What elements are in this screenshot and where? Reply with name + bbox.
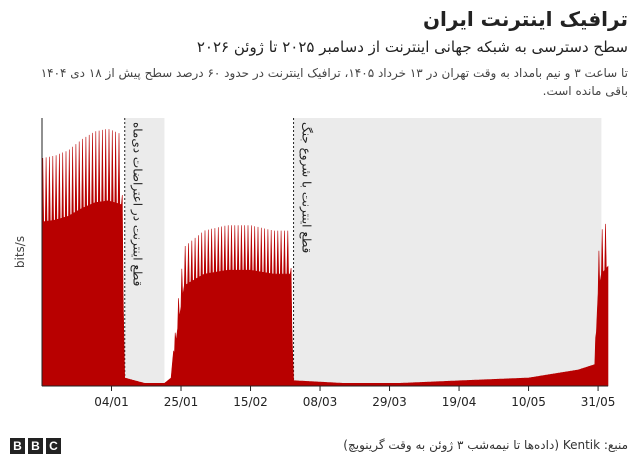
bbc-logo-letter: B [28, 438, 43, 454]
footer: B B C منبع: Kentik (داده‌ها تا نیمه‌شب ۳… [0, 428, 640, 463]
x-tick-label: 10/05 [511, 395, 546, 409]
shaded-period [293, 118, 602, 386]
traffic-area [41, 129, 609, 387]
x-tick-label: 15/02 [233, 395, 268, 409]
chart-title: ترافیک اینترنت ایران [422, 7, 628, 31]
x-tick-label: 29/03 [372, 395, 407, 409]
x-tick-label: 19/04 [442, 395, 477, 409]
traffic-chart: قطع اینترنت در اعتراضات دی‌ماه قطع اینترن… [13, 118, 616, 409]
shaded-period [124, 118, 165, 386]
bbc-logo-letter: C [46, 438, 61, 454]
x-tick-label: 31/05 [581, 395, 616, 409]
y-axis-label: bits/s [13, 236, 27, 268]
event-label: قطع اینترنت در اعتراضات دی‌ماه [130, 122, 145, 286]
x-tick-label: 04/01 [94, 395, 129, 409]
source-note: منبع: Kentik (داده‌ها تا نیمه‌شب ۳ ژوئن … [343, 438, 628, 452]
x-tick-label: 25/01 [164, 395, 199, 409]
chart-subtitle: سطح دسترسی به شبکه جهانی اینترنت از دسام… [196, 38, 628, 56]
bbc-logo: B B C [10, 438, 61, 454]
chart-description: تا ساعت ۳ و نیم بامداد به وقت تهران در ۱… [40, 66, 628, 98]
x-tick-label: 08/03 [303, 395, 338, 409]
event-label: قطع اینترنت با شروع جنگ [299, 122, 314, 253]
bbc-logo-letter: B [10, 438, 25, 454]
